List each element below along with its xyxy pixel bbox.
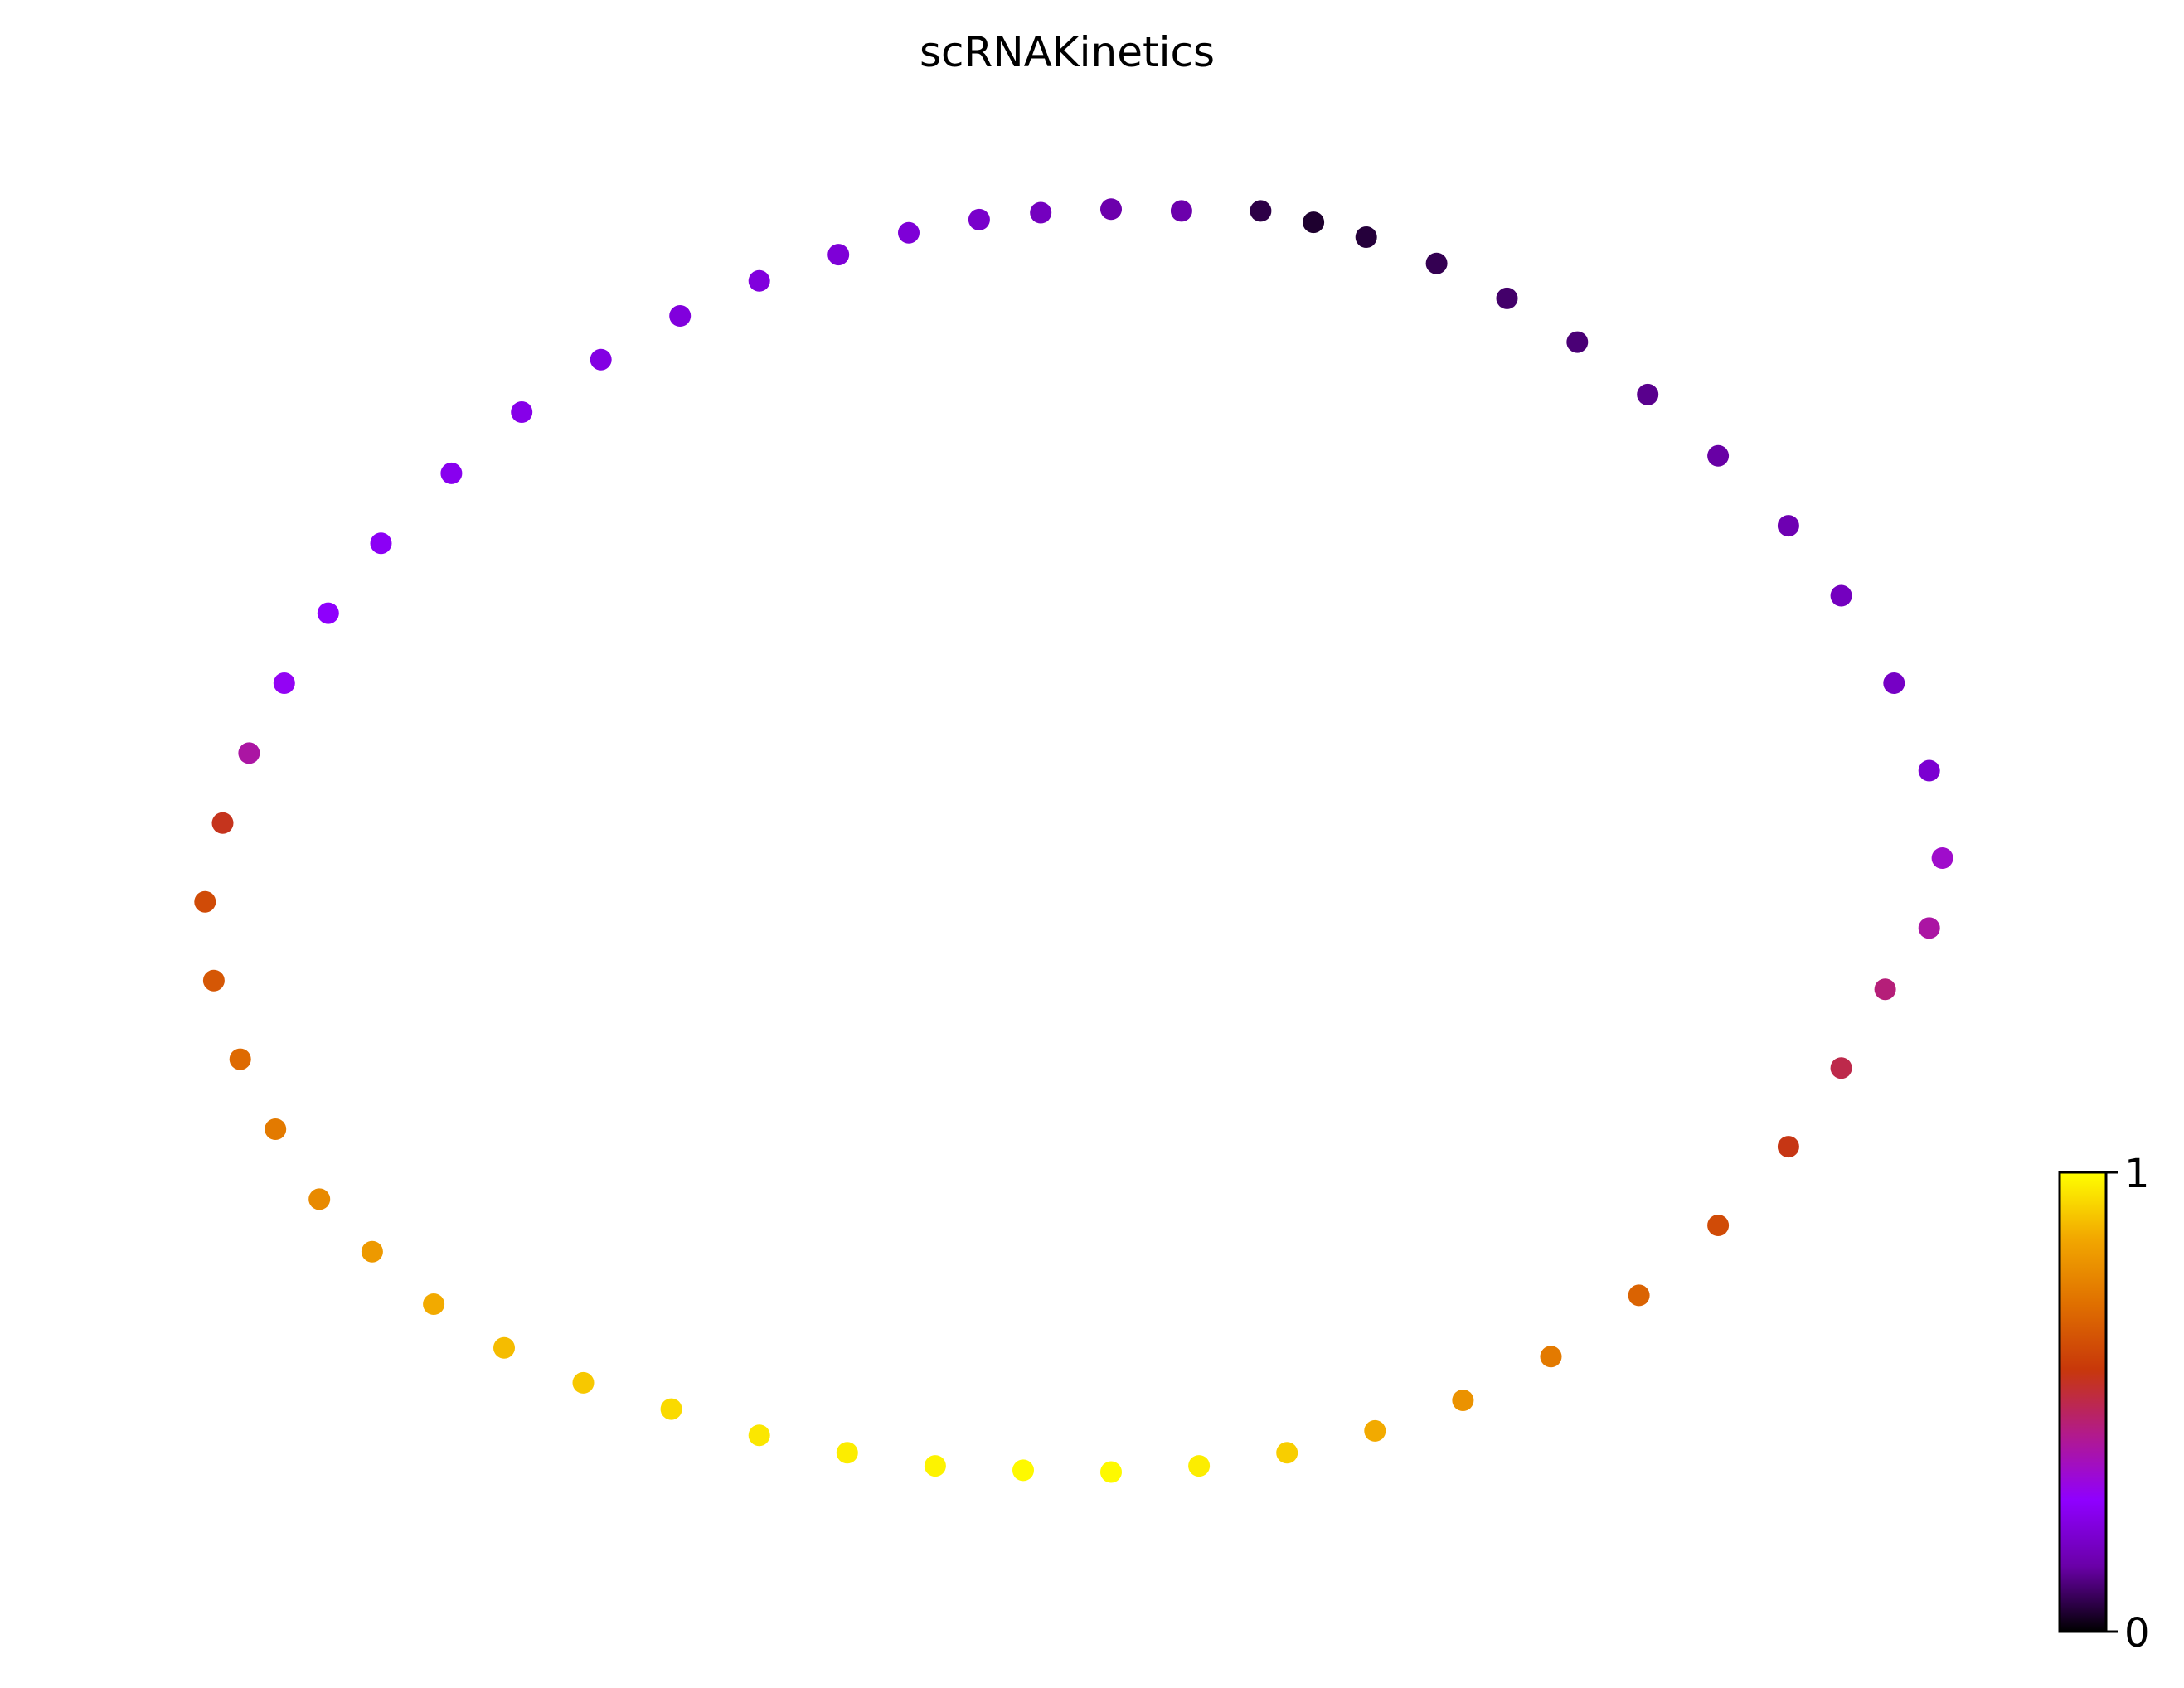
data-point	[511, 401, 533, 423]
data-point	[968, 208, 990, 230]
data-point	[317, 602, 339, 624]
data-point	[1012, 1459, 1034, 1482]
data-point	[1628, 1284, 1650, 1307]
data-point	[273, 672, 295, 694]
data-point	[1100, 1461, 1122, 1483]
data-point	[572, 1371, 595, 1394]
data-point	[748, 1424, 770, 1447]
data-point	[1250, 200, 1272, 222]
data-point	[194, 890, 216, 913]
data-point	[229, 1048, 251, 1070]
data-point	[669, 305, 692, 327]
data-point	[1188, 1455, 1211, 1477]
data-point	[748, 269, 770, 292]
data-point	[1637, 383, 1659, 405]
data-point	[1707, 444, 1730, 467]
data-point	[1931, 847, 1953, 869]
data-point	[1425, 252, 1448, 274]
data-point	[1170, 200, 1192, 222]
data-point	[1883, 672, 1905, 694]
data-point	[590, 348, 612, 371]
colorbar-label-max: 1	[2124, 1151, 2150, 1197]
data-point	[238, 742, 260, 764]
data-point	[1874, 978, 1896, 1001]
data-point	[1918, 917, 1940, 939]
data-point	[440, 462, 463, 484]
data-point	[370, 532, 392, 555]
colorbar-label-min: 0	[2124, 1610, 2150, 1656]
data-point	[1707, 1215, 1730, 1236]
colorbar: 1 0	[2058, 1151, 2150, 1656]
data-point	[1918, 759, 1940, 782]
data-point	[1496, 287, 1518, 309]
data-point	[1452, 1390, 1474, 1411]
data-point	[1303, 211, 1325, 234]
data-point	[660, 1398, 682, 1420]
data-point	[898, 221, 920, 244]
data-point	[1364, 1419, 1386, 1442]
data-point	[1030, 201, 1052, 224]
chart-title: scRNAKinetics	[920, 28, 1215, 76]
data-point	[308, 1188, 331, 1210]
data-point	[1355, 226, 1377, 248]
data-point	[1566, 331, 1589, 353]
data-point	[423, 1293, 445, 1315]
data-point	[1830, 1057, 1852, 1079]
data-point	[1100, 198, 1122, 221]
data-point	[1777, 515, 1799, 537]
data-point	[361, 1240, 383, 1263]
data-point	[1276, 1442, 1298, 1464]
data-point	[924, 1455, 946, 1477]
data-point	[265, 1118, 287, 1140]
data-point	[1830, 584, 1852, 607]
colorbar-gradient	[2058, 1171, 2108, 1633]
data-point	[836, 1442, 858, 1464]
data-point	[1540, 1346, 1562, 1368]
data-point	[202, 969, 225, 992]
data-point	[827, 244, 850, 266]
data-points	[194, 198, 1953, 1483]
data-point	[1777, 1136, 1799, 1158]
data-point	[493, 1336, 515, 1359]
data-point	[211, 812, 234, 834]
